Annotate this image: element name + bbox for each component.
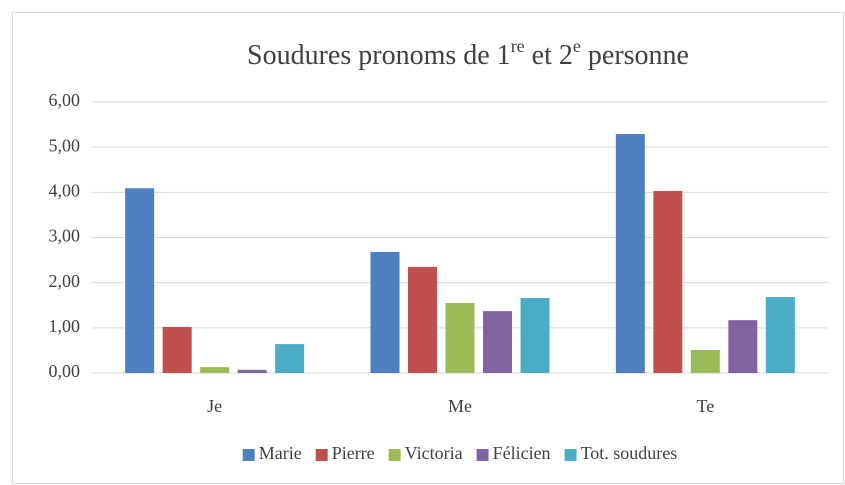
- bar: [370, 251, 400, 373]
- bar: [275, 344, 305, 373]
- x-tick-label: Te: [696, 396, 714, 416]
- bar: [125, 188, 155, 373]
- legend-label: Tot. soudures: [581, 443, 678, 463]
- legend-label: Victoria: [405, 443, 463, 463]
- title-part: e: [573, 36, 581, 56]
- y-tick-label: 2,00: [49, 271, 81, 291]
- y-tick-label: 0,00: [49, 361, 81, 381]
- bar: [408, 266, 437, 373]
- y-tick-label: 5,00: [49, 135, 81, 155]
- legend-swatch: [388, 449, 401, 461]
- bar: [653, 190, 683, 373]
- bar: [200, 367, 230, 373]
- bar: [483, 311, 512, 373]
- y-tick-label: 4,00: [49, 180, 81, 200]
- chart-title: Soudures pronoms de 1re et 2e personne: [247, 36, 689, 71]
- legend-label: Pierre: [332, 443, 375, 463]
- bar: [237, 369, 267, 373]
- y-tick-label: 3,00: [49, 226, 81, 246]
- title-part: et 2: [525, 40, 573, 71]
- legend-swatch: [242, 449, 255, 461]
- legend-label: Félicien: [493, 443, 551, 463]
- legend-swatch: [564, 449, 577, 461]
- bar: [690, 349, 720, 373]
- bar: [615, 134, 645, 373]
- legend-label: Marie: [259, 443, 302, 463]
- x-tick-label: Me: [448, 396, 472, 416]
- y-tick-label: 1,00: [49, 316, 81, 336]
- bar: [520, 298, 550, 373]
- bar: [765, 297, 795, 373]
- bar: [445, 302, 475, 373]
- bar: [728, 320, 758, 373]
- x-tick-label: Je: [207, 396, 222, 416]
- bar: [162, 326, 192, 373]
- legend-swatch: [315, 449, 328, 461]
- title-part: personne: [581, 40, 689, 71]
- y-tick-label: 6,00: [49, 90, 81, 110]
- legend-swatch: [476, 449, 489, 461]
- title-part: Soudures pronoms de 1: [247, 40, 511, 71]
- title-part: re: [511, 36, 525, 56]
- legend: Marie Pierre Victoria Félicien Tot. soudures: [242, 443, 678, 463]
